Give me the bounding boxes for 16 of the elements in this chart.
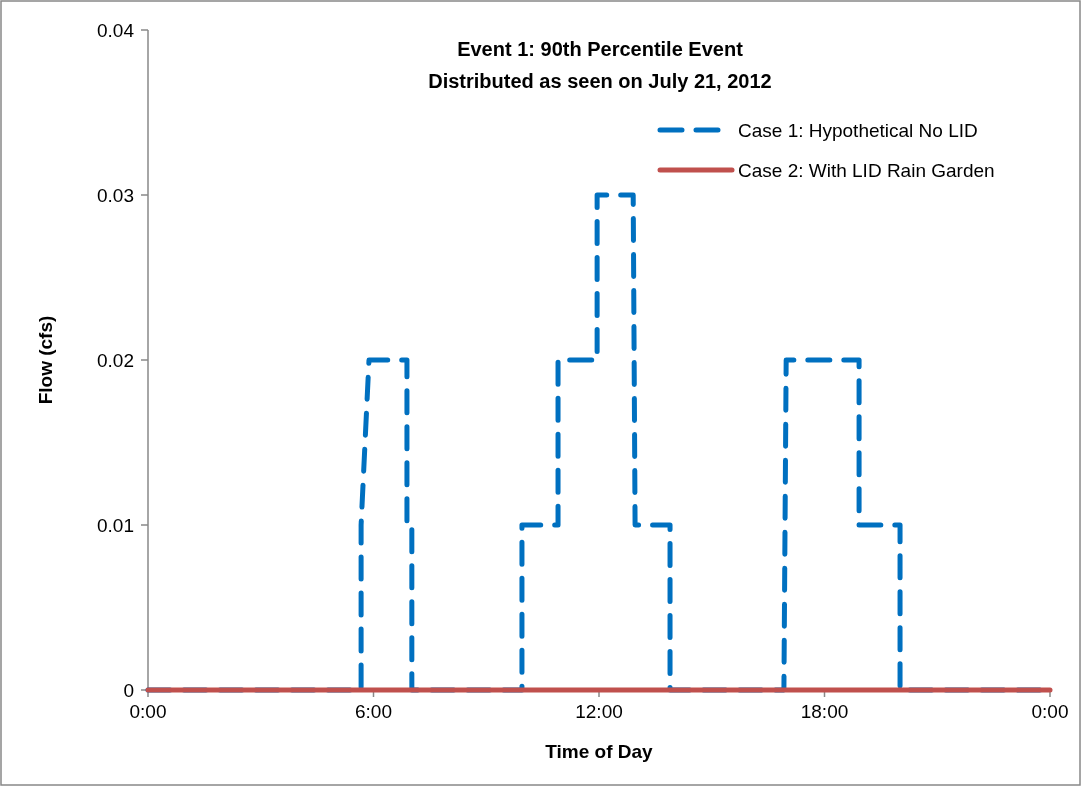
y-tick-label: 0.01 [97, 514, 134, 536]
x-tick-label: 0:00 [129, 701, 167, 722]
legend-label: Case 2: With LID Rain Garden [738, 159, 995, 181]
x-axis-title: Time of Day [545, 741, 654, 762]
x-tick-label: 0:00 [1031, 701, 1069, 722]
y-tick-label: 0 [123, 679, 134, 701]
text: Distributed as seen on July 21, 2012 [428, 70, 772, 92]
x-tick-label: 12:00 [575, 701, 623, 722]
y-axis-title: Flow (cfs) [35, 315, 56, 405]
y-tick-label: 0.03 [97, 184, 134, 206]
chart-title: Event 1: 90th Percentile Event [457, 38, 744, 60]
x-tick-label: 6:00 [355, 701, 392, 722]
y-tick-label: 0.04 [97, 19, 135, 41]
x-tick-label: 18:00 [800, 701, 849, 722]
legend-label: Case 1: Hypothetical No LID [738, 119, 978, 141]
y-tick-label: 0.02 [97, 349, 134, 371]
